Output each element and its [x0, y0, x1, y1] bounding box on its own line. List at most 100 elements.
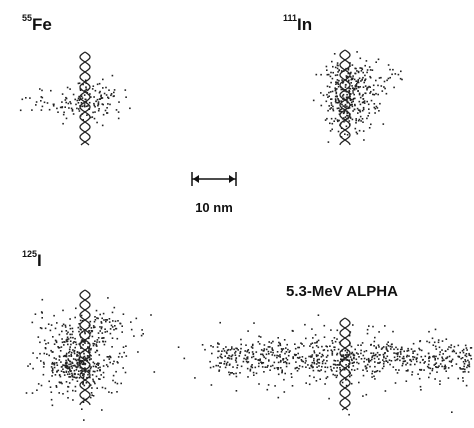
dot	[90, 368, 92, 370]
dot	[460, 358, 462, 360]
dot	[102, 341, 104, 343]
dot	[54, 357, 56, 359]
dot	[310, 355, 312, 357]
dot	[61, 107, 63, 109]
dot	[385, 390, 387, 392]
dot	[93, 345, 95, 347]
dot	[441, 349, 443, 351]
dot	[285, 347, 287, 349]
dot	[184, 358, 186, 360]
dot	[66, 333, 68, 335]
dot	[217, 351, 219, 353]
dot	[393, 349, 395, 351]
dot	[363, 101, 365, 103]
dot	[412, 351, 414, 353]
dot	[94, 118, 96, 120]
dot	[252, 345, 254, 347]
dot	[75, 104, 77, 106]
dot	[317, 359, 319, 361]
dot	[406, 350, 408, 352]
dot	[112, 75, 114, 77]
dot	[231, 358, 233, 360]
dot	[92, 379, 94, 381]
dot	[368, 104, 370, 106]
dot	[315, 334, 317, 336]
dot	[89, 359, 91, 361]
dot	[107, 103, 109, 105]
dot	[217, 342, 219, 344]
dot	[435, 346, 437, 348]
dot	[332, 91, 334, 93]
dot	[313, 350, 315, 352]
dot	[63, 356, 65, 358]
dot	[27, 365, 29, 367]
dot	[367, 333, 369, 335]
dot	[370, 344, 372, 346]
dot	[347, 134, 349, 136]
dot	[93, 366, 95, 368]
dot	[462, 380, 464, 382]
dot	[71, 355, 73, 357]
dot	[228, 355, 230, 357]
dot	[459, 352, 461, 354]
dot	[334, 87, 336, 89]
dot	[67, 374, 69, 376]
dot	[72, 328, 74, 330]
dot	[68, 107, 70, 109]
dot	[401, 79, 403, 81]
dot	[97, 99, 99, 101]
dot	[356, 362, 358, 364]
dot	[352, 324, 354, 326]
dot	[72, 110, 74, 112]
dot	[356, 70, 358, 72]
dot	[449, 361, 451, 363]
dot	[122, 367, 124, 369]
dot	[51, 370, 53, 372]
dot	[229, 374, 231, 376]
dot	[50, 330, 52, 332]
dot	[77, 374, 79, 376]
dot	[369, 66, 371, 68]
dot	[49, 109, 51, 111]
dot	[345, 84, 347, 86]
dot	[83, 375, 85, 377]
dot	[54, 367, 56, 369]
mass-number: 55	[22, 13, 32, 23]
dot	[263, 356, 265, 358]
dot	[154, 371, 156, 373]
dot	[234, 352, 236, 354]
dot	[372, 371, 374, 373]
dot	[321, 346, 323, 348]
dot	[303, 361, 305, 363]
dot	[367, 364, 369, 366]
dot	[74, 338, 76, 340]
dot	[366, 359, 368, 361]
dot	[67, 344, 69, 346]
dot	[82, 383, 84, 385]
dot	[442, 340, 444, 342]
dot	[51, 391, 53, 393]
dot	[98, 110, 100, 112]
dot	[117, 320, 119, 322]
dot	[142, 333, 144, 335]
dot	[66, 330, 68, 332]
dot	[96, 376, 98, 378]
dot	[105, 321, 107, 323]
dot	[99, 314, 101, 316]
dot	[268, 353, 270, 355]
dot	[236, 361, 238, 363]
dot	[435, 366, 437, 368]
dot	[103, 365, 105, 367]
dot	[310, 365, 312, 367]
dot	[332, 342, 334, 344]
dot	[113, 361, 115, 363]
dot	[43, 362, 45, 364]
dot	[351, 85, 353, 87]
dot	[99, 330, 101, 332]
dot	[260, 354, 262, 356]
dot	[141, 335, 143, 337]
dot	[346, 75, 348, 77]
dot	[95, 90, 97, 92]
dot	[422, 359, 424, 361]
dot	[321, 356, 323, 358]
